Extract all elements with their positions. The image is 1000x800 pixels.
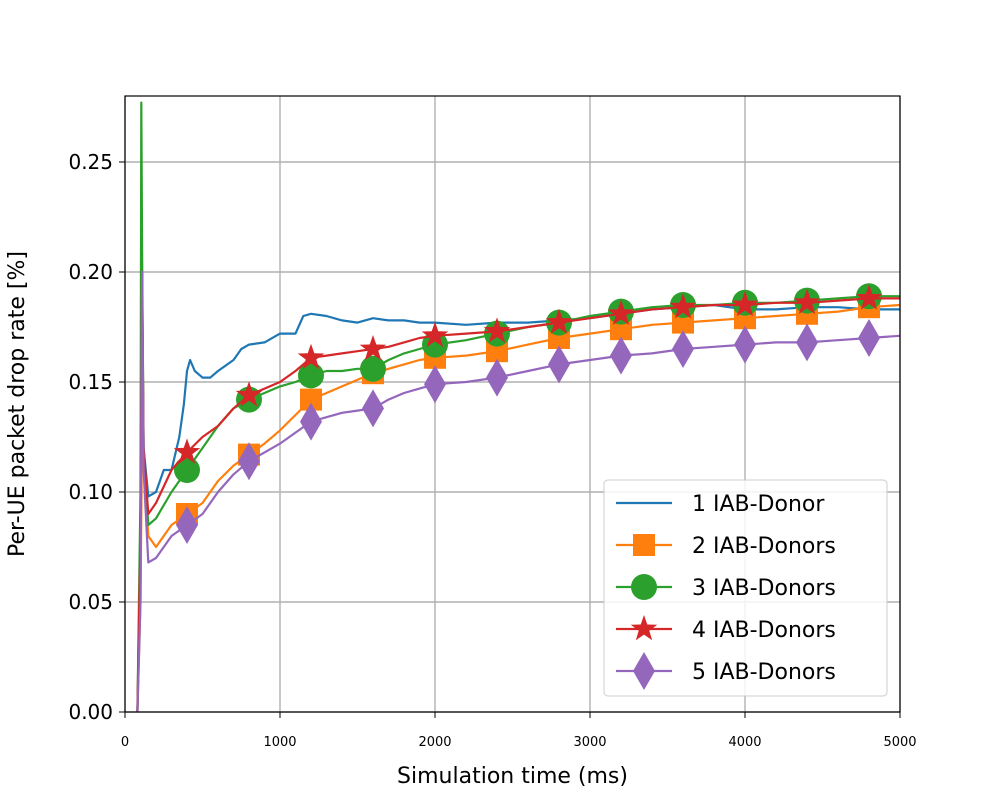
y-tick-label: 0.05 [68,590,113,614]
grid [124,96,901,713]
series-5 [136,270,901,713]
data-point [858,319,880,357]
legend-marker [631,574,657,600]
legend-item: 1 IAB-Donor [616,492,825,517]
data-point [610,336,632,375]
data-point [173,438,201,464]
data-point [607,299,635,326]
y-tick-label: 0.25 [68,150,113,174]
data-point [548,345,570,384]
data-point [793,288,821,315]
data-point [486,340,508,363]
legend-item: 2 IAB-Donors [616,534,836,559]
data-point [424,365,446,404]
data-point [300,388,322,411]
plot-frame [124,95,901,713]
y-tick-label: 0.10 [68,480,113,504]
series-layer [136,101,901,713]
data-point [360,355,386,382]
legend-box [603,479,888,697]
y-tick-label: 0.00 [68,700,113,724]
data-point [421,321,449,348]
data-point [734,325,756,364]
data-point [669,293,697,319]
x-axis-label: Simulation time (ms) [397,764,628,789]
x-tick-label: 5000 [883,735,916,750]
data-point [422,331,448,358]
x-tick-label: 0 [121,735,129,750]
data-point [298,362,324,389]
x-tick-label: 1000 [263,735,296,750]
data-point [731,291,759,317]
data-point [300,402,322,441]
legend-item: 4 IAB-Donors [616,615,836,643]
x-tick-label: 3000 [573,735,606,750]
data-point [238,442,260,481]
data-point [672,330,694,368]
data-point [359,335,387,361]
y-tick-label: 0.20 [68,260,113,284]
data-point [297,343,325,370]
data-point [235,381,263,407]
series-4 [136,270,900,713]
data-point [610,318,632,341]
y-axis-label: Per-UE packet drop rate [%] [5,251,30,557]
legend-label: 3 IAB-Donors [692,576,836,601]
legend-marker [633,652,655,690]
legend-item: 3 IAB-Donors [616,574,836,601]
data-point [483,317,511,343]
data-point [796,323,818,362]
y-tick-label: 0.15 [68,370,113,394]
x-axis: 0 1000 2000 3000 4000 5000 [121,712,917,750]
data-point [545,308,573,334]
data-point [486,358,508,397]
data-point [176,506,198,544]
data-point [174,457,200,483]
data-point [362,389,384,428]
x-tick-label: 2000 [418,735,451,750]
legend-label: 2 IAB-Donors [692,534,836,559]
legend-label: 4 IAB-Donors [692,618,836,643]
legend-item: 5 IAB-Donors [616,652,836,690]
legend-marker [633,534,655,556]
legend-marker [630,615,658,641]
y-axis: 0.00 0.05 0.10 0.15 0.20 0.25 [68,150,125,724]
data-point [855,284,883,310]
legend-label: 5 IAB-Donors [692,660,836,685]
legend-label: 1 IAB-Donor [692,492,825,517]
legend: 1 IAB-Donor 2 IAB-Donors 3 IAB-Donors 4 IAB… [603,479,888,697]
x-tick-label: 4000 [728,735,761,750]
data-point [672,311,694,334]
